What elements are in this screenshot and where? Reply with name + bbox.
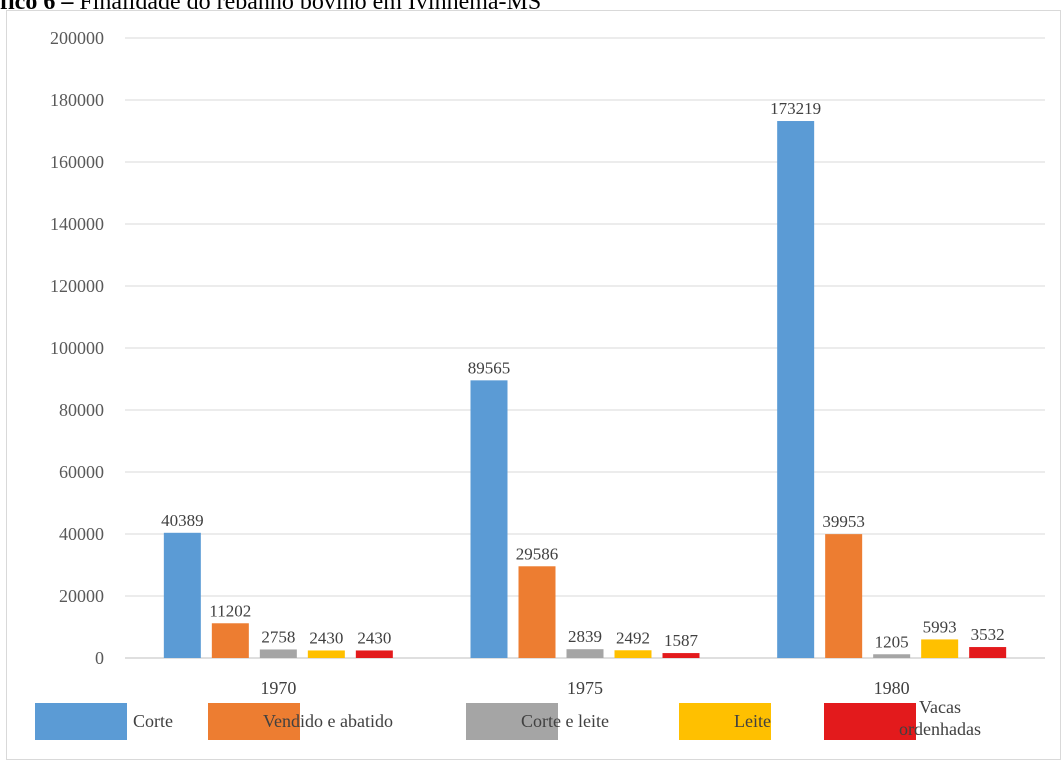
x-tick-label: 1980: [874, 678, 910, 698]
legend-label: Corte e leite: [521, 711, 609, 731]
y-tick-label: 100000: [50, 338, 104, 358]
x-axis-categories: 1970 1975 1980: [260, 678, 909, 698]
y-tick-label: 60000: [59, 462, 104, 482]
gridlines: [125, 37, 1045, 659]
bar: [614, 650, 652, 658]
bar: [777, 121, 815, 658]
data-labels: 40389 11202 2758 2430 2430 89565 29586 2839 2492…: [161, 99, 1005, 651]
data-label: 2430: [357, 628, 391, 647]
data-label: 2758: [261, 627, 295, 646]
legend-swatch: [824, 703, 916, 740]
legend-label: Vendido e abatido: [263, 711, 393, 731]
legend-swatch: [466, 703, 558, 740]
data-label: 3532: [971, 625, 1005, 644]
y-tick-label: 180000: [50, 90, 104, 110]
bar: [825, 534, 863, 658]
bar: [662, 653, 700, 658]
y-tick-label: 140000: [50, 214, 104, 234]
y-tick-label: 200000: [50, 28, 104, 48]
bar: [470, 380, 508, 658]
legend-swatch: [679, 703, 771, 740]
bar: [307, 650, 345, 658]
data-label: 1205: [875, 632, 909, 651]
data-label: 39953: [822, 512, 865, 531]
data-label: 40389: [161, 511, 204, 530]
y-tick-label: 0: [95, 648, 104, 668]
legend-label: Vacas ordenhadas: [899, 697, 981, 739]
data-label: 1587: [664, 631, 699, 650]
y-tick-label: 40000: [59, 524, 104, 544]
bar: [921, 639, 959, 658]
data-label: 29586: [516, 544, 559, 563]
y-tick-label: 20000: [59, 586, 104, 606]
bar: [873, 654, 911, 658]
data-label: 2839: [568, 627, 602, 646]
legend-label: Corte: [133, 711, 173, 731]
data-label: 89565: [468, 358, 511, 377]
legend-swatch: [208, 703, 300, 740]
bar: [163, 532, 201, 658]
data-label: 2430: [309, 628, 343, 647]
data-label: 11202: [209, 601, 251, 620]
data-label: 5993: [923, 617, 957, 636]
bar: [259, 649, 297, 658]
bar: [211, 623, 249, 658]
x-tick-label: 1975: [567, 678, 603, 698]
y-tick-label: 120000: [50, 276, 104, 296]
y-axis-ticks: 0 20000 40000 60000 80000 100000 120000 140000 1…: [50, 28, 104, 668]
data-label: 173219: [770, 99, 821, 118]
bars: [163, 121, 1007, 658]
legend-swatch: [35, 703, 127, 740]
bar: [969, 647, 1007, 658]
x-tick-label: 1970: [260, 678, 296, 698]
legend-label: Leite: [734, 711, 771, 731]
y-tick-label: 80000: [59, 400, 104, 420]
bar: [518, 566, 556, 658]
data-label: 2492: [616, 628, 650, 647]
legend: Corte Vendido e abatido Corte e leite Leite…: [35, 697, 981, 740]
y-tick-label: 160000: [50, 152, 104, 172]
bar: [566, 649, 604, 658]
bar: [355, 650, 393, 658]
